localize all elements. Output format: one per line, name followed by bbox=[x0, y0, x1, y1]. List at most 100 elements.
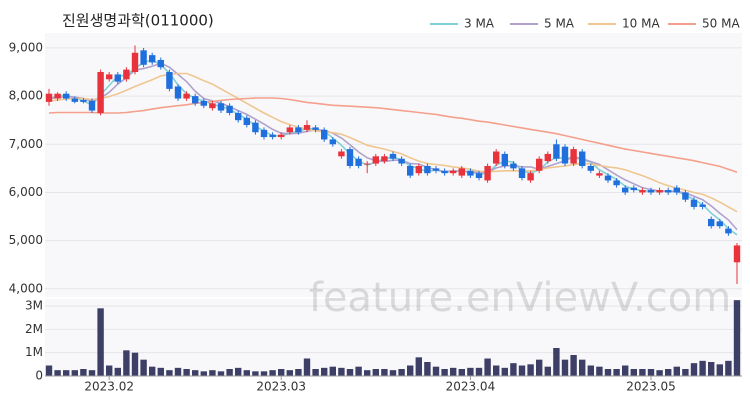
candle-body bbox=[544, 153, 551, 162]
candle-body bbox=[329, 139, 336, 145]
volume-bar bbox=[106, 365, 113, 376]
volume-bar bbox=[690, 363, 698, 376]
volume-bar bbox=[604, 369, 612, 376]
candle-body bbox=[364, 163, 371, 165]
volume-bar bbox=[673, 366, 680, 376]
candle-body bbox=[630, 187, 637, 191]
volume-bar bbox=[295, 369, 302, 376]
candle-body bbox=[415, 165, 422, 174]
candle-body bbox=[424, 165, 431, 174]
candle-body bbox=[80, 99, 87, 102]
candle-body bbox=[570, 149, 577, 164]
volume-bar bbox=[441, 369, 448, 376]
candle-body bbox=[174, 86, 182, 99]
candle-body bbox=[596, 173, 603, 176]
candle-body bbox=[725, 228, 732, 234]
volume-bar bbox=[639, 369, 646, 376]
volume-bar bbox=[415, 357, 422, 376]
volume-bar bbox=[123, 350, 130, 376]
candle-body bbox=[699, 204, 706, 207]
volume-bar bbox=[88, 370, 96, 376]
volume-bar bbox=[321, 367, 328, 376]
volume-bar bbox=[45, 365, 53, 376]
candle-body bbox=[381, 156, 388, 162]
candle-body bbox=[54, 93, 61, 99]
volume-bar bbox=[553, 348, 560, 376]
candle-body bbox=[407, 165, 414, 176]
candle-body bbox=[192, 96, 199, 104]
volume-bar bbox=[226, 369, 233, 376]
volume-bar bbox=[561, 359, 569, 376]
candle-body bbox=[527, 173, 534, 181]
x-tick-label: 2023.03 bbox=[256, 380, 306, 394]
volume-bar bbox=[475, 367, 483, 376]
candle-body bbox=[243, 117, 250, 126]
volume-bar bbox=[149, 366, 156, 376]
candle-body bbox=[716, 221, 723, 227]
legend-label: 3 MA bbox=[464, 17, 495, 31]
candle-body bbox=[338, 151, 345, 157]
candle-body bbox=[622, 187, 629, 193]
candle-body bbox=[157, 59, 164, 68]
volume-bar bbox=[269, 370, 276, 376]
candle-body bbox=[88, 100, 96, 111]
candle-body bbox=[346, 149, 354, 166]
candle-body bbox=[97, 72, 104, 113]
volume-bar bbox=[501, 367, 508, 376]
candle-body bbox=[639, 190, 646, 193]
candle-body bbox=[682, 192, 689, 200]
volume-bar bbox=[166, 370, 173, 376]
x-tick-label: 2023.05 bbox=[626, 380, 676, 394]
volume-bar bbox=[63, 370, 70, 376]
volume-bar bbox=[596, 366, 603, 376]
volume-bar bbox=[570, 355, 577, 376]
candle-body bbox=[149, 55, 156, 63]
candle-body bbox=[217, 103, 225, 111]
volume-bar bbox=[579, 359, 586, 376]
x-tick-label: 2023.02 bbox=[84, 380, 134, 394]
volume-bar bbox=[518, 365, 526, 376]
volume-bar bbox=[140, 359, 147, 376]
y-tick-label: 5,000 bbox=[9, 233, 43, 247]
volume-bar bbox=[407, 365, 414, 376]
candle-body bbox=[63, 93, 70, 99]
candle-body bbox=[510, 163, 517, 169]
y-tick-label: 6,000 bbox=[9, 185, 43, 199]
volume-bar bbox=[647, 369, 655, 376]
candle-body bbox=[432, 168, 440, 171]
volume-bar bbox=[243, 370, 250, 376]
volume-bar bbox=[725, 360, 732, 376]
candle-body bbox=[200, 100, 207, 106]
x-tick-label: 2023.04 bbox=[446, 380, 496, 394]
candle-body bbox=[286, 127, 293, 133]
candle-body bbox=[665, 190, 672, 193]
volume-bar bbox=[235, 367, 242, 376]
volume-bar bbox=[54, 370, 61, 376]
plot-background bbox=[45, 299, 742, 376]
volume-bar bbox=[338, 367, 345, 376]
volume-bar bbox=[527, 364, 534, 376]
volume-bar bbox=[174, 367, 182, 376]
candle-body bbox=[647, 190, 655, 193]
volume-bar bbox=[71, 370, 78, 376]
volume-bar bbox=[587, 365, 594, 376]
volume-bar bbox=[398, 369, 405, 376]
candle-body bbox=[226, 105, 233, 113]
volume-bar bbox=[467, 367, 474, 376]
candle-body bbox=[166, 72, 173, 89]
candle-body bbox=[235, 112, 242, 121]
volume-bar bbox=[209, 370, 216, 376]
candle-body bbox=[553, 144, 560, 159]
y-tick-label: 3M bbox=[25, 299, 43, 313]
candle-body bbox=[372, 156, 379, 164]
volume-bar bbox=[97, 308, 104, 376]
candle-body bbox=[467, 170, 474, 176]
watermark: feature.enViewV.com bbox=[309, 275, 731, 321]
candle-body bbox=[587, 165, 594, 171]
chart-title: 진원생명과학(011000) bbox=[62, 12, 214, 30]
candle-body bbox=[690, 199, 698, 207]
volume-bar bbox=[665, 369, 672, 376]
volume-bar bbox=[424, 362, 431, 376]
y-tick-label: 0 bbox=[35, 369, 43, 383]
candle-body bbox=[398, 158, 405, 164]
